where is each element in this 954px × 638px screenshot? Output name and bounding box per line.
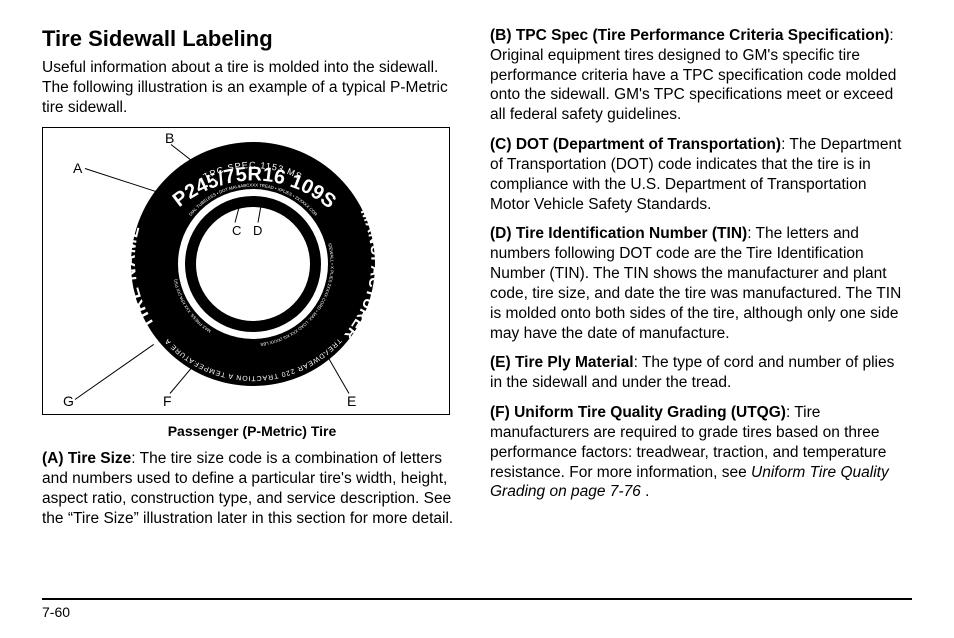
page-footer: 7-60 xyxy=(42,598,912,620)
page-number: 7-60 xyxy=(42,604,70,620)
def-b: (B) TPC Spec (Tire Performance Criteria … xyxy=(490,26,910,125)
right-column: (B) TPC Spec (Tire Performance Criteria … xyxy=(490,26,910,539)
tire-size-text: P245/75R16 109S xyxy=(169,164,340,214)
page-title: Tire Sidewall Labeling xyxy=(42,26,462,52)
page-content: Tire Sidewall Labeling Useful informatio… xyxy=(0,0,954,539)
figure-label-a: A xyxy=(73,160,82,176)
def-d-text: : The letters and numbers following DOT … xyxy=(490,225,901,341)
def-c: (C) DOT (Department of Transportation): … xyxy=(490,135,910,214)
svg-text:TIRE NAME: TIRE NAME xyxy=(120,223,158,333)
left-column: Tire Sidewall Labeling Useful informatio… xyxy=(42,26,462,539)
svg-text:P245/75R16 109S: P245/75R16 109S xyxy=(169,164,340,214)
tire-name-text: TIRE NAME xyxy=(120,223,158,333)
svg-text:MANUFACTURER: MANUFACTURER xyxy=(340,206,384,344)
def-e: (E) Tire Ply Material: The type of cord … xyxy=(490,353,910,393)
figure-label-g: G xyxy=(63,393,74,409)
tire-utqg-text: TREADWEAR 220 TRACTION A TEMPERATURE A xyxy=(164,337,343,382)
tire-detail-left: MAX PRESS. XXX KPA (XX PSI) xyxy=(173,279,212,335)
def-b-head: (B) TPC Spec (Tire Performance Criteria … xyxy=(490,27,889,44)
figure-label-f: F xyxy=(163,393,172,409)
def-c-head: (C) DOT (Department of Transportation) xyxy=(490,136,781,153)
def-f-head: (F) Uniform Tire Quality Grading (UTQG) xyxy=(490,404,786,421)
def-a: (A) Tire Size: The tire size code is a c… xyxy=(42,449,462,528)
def-e-head: (E) Tire Ply Material xyxy=(490,354,634,371)
def-d-head: (D) Tire Identification Number (TIN) xyxy=(490,225,747,242)
figure-caption: Passenger (P-Metric) Tire xyxy=(42,423,462,439)
svg-text:MAX PRESS. XXX KPA (XX PSI): MAX PRESS. XXX KPA (XX PSI) xyxy=(173,279,212,335)
def-d: (D) Tire Identification Number (TIN): Th… xyxy=(490,224,910,343)
tire-figure: TPC SPEC 1153 MS P245/75R16 109S TIRE NA… xyxy=(42,127,450,415)
figure-label-d: D xyxy=(253,223,262,238)
svg-text:TREADWEAR 220 TRACTION A TEM: TREADWEAR 220 TRACTION A TEMPERATURE A xyxy=(164,337,343,382)
figure-label-e: E xyxy=(347,393,356,409)
tire-manufacturer-text: MANUFACTURER xyxy=(340,206,384,344)
intro-paragraph: Useful information about a tire is molde… xyxy=(42,58,462,117)
def-f: (F) Uniform Tire Quality Grading (UTQG):… xyxy=(490,403,910,502)
tire-text-overlay: TPC SPEC 1153 MS P245/75R16 109S TIRE NA… xyxy=(43,128,451,416)
def-a-head: (A) Tire Size xyxy=(42,450,131,467)
figure-label-c: C xyxy=(232,223,241,238)
def-f-text2: . xyxy=(641,483,650,500)
